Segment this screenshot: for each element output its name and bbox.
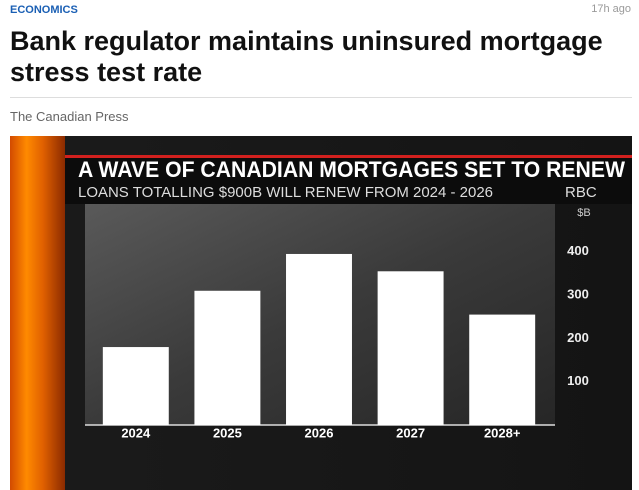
category[interactable]: ECONOMICS — [10, 4, 78, 16]
chart-credit: RBC — [565, 184, 597, 201]
y-axis-unit: $B — [577, 207, 590, 219]
bar — [102, 347, 169, 425]
x-tick-label: 2024 — [121, 425, 151, 440]
bar — [286, 253, 352, 425]
chart-title: A WAVE OF CANADIAN MORTGAGES SET TO RENE… — [78, 157, 625, 182]
x-tick-label: 2027 — [396, 425, 425, 440]
x-tick-label: 2028+ — [484, 425, 521, 440]
decor-stripe — [10, 136, 65, 490]
x-tick-label: 2026 — [305, 425, 334, 440]
source: The Canadian Press — [10, 109, 129, 124]
y-tick-label: 100 — [567, 373, 589, 388]
bar — [194, 290, 261, 425]
divider — [10, 97, 632, 98]
bar — [469, 314, 536, 425]
chart-subtitle: LOANS TOTALLING $900B WILL RENEW FROM 20… — [78, 184, 493, 201]
y-tick-label: 200 — [567, 330, 589, 345]
title-rule — [65, 155, 632, 158]
x-tick-label: 2025 — [213, 425, 242, 440]
y-tick-label: 400 — [567, 243, 589, 258]
title-band — [65, 158, 632, 204]
timestamp: 17h ago — [591, 3, 631, 15]
headline[interactable]: Bank regulator maintains uninsured mortg… — [10, 26, 603, 87]
bar — [377, 271, 444, 425]
y-tick-label: 300 — [567, 287, 589, 302]
